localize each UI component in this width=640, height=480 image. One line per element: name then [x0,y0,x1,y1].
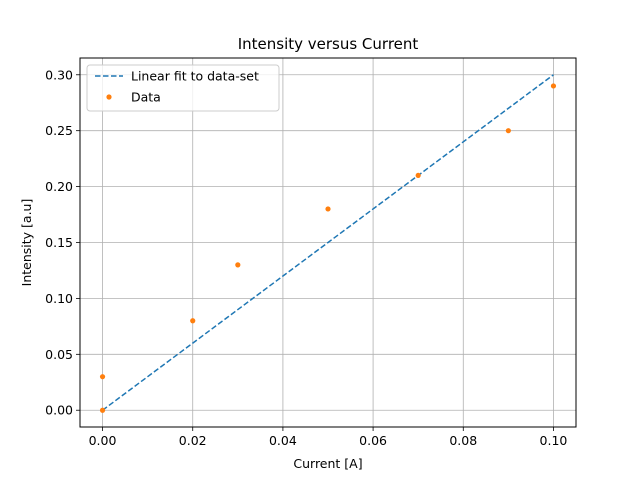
y-tick-label: 0.25 [45,123,73,138]
legend-label-fit: Linear fit to data-set [131,69,259,84]
legend-point-marker [106,94,112,100]
y-tick-label: 0.00 [45,403,73,418]
y-tick-label: 0.10 [45,291,73,306]
legend-box [86,64,280,112]
x-tick-label: 0.06 [359,433,387,448]
legend: Linear fit to data-set Data [86,64,280,112]
legend-label-data: Data [131,90,161,105]
y-tick-label: 0.20 [45,179,73,194]
y-tick-label: 0.15 [45,235,73,250]
data-point [325,206,331,212]
series-layer [99,74,557,413]
y-tick-label: 0.30 [45,67,73,82]
x-axis-label: Current [A] [293,456,362,471]
data-point [235,262,241,268]
data-point [99,374,106,380]
data-point [190,318,196,324]
y-tick-label: 0.05 [45,347,73,362]
x-tick-label: 0.04 [269,433,297,448]
y-axis-label: Intensity [a.u] [19,199,34,287]
x-tick-label: 0.08 [449,433,477,448]
data-point [99,407,106,413]
chart-title: Intensity versus Current [238,35,419,53]
x-tick-label: 0.02 [179,433,207,448]
data-point [415,172,421,179]
axis-ticks: 0.00 0.02 0.04 0.06 0.08 0.10 0.00 0.05 0.10 0.15… [45,67,567,448]
data-point [550,83,557,89]
x-tick-label: 0.10 [540,433,568,448]
fit-line [102,74,554,411]
data-point [505,128,511,134]
x-tick-label: 0.00 [89,433,117,448]
